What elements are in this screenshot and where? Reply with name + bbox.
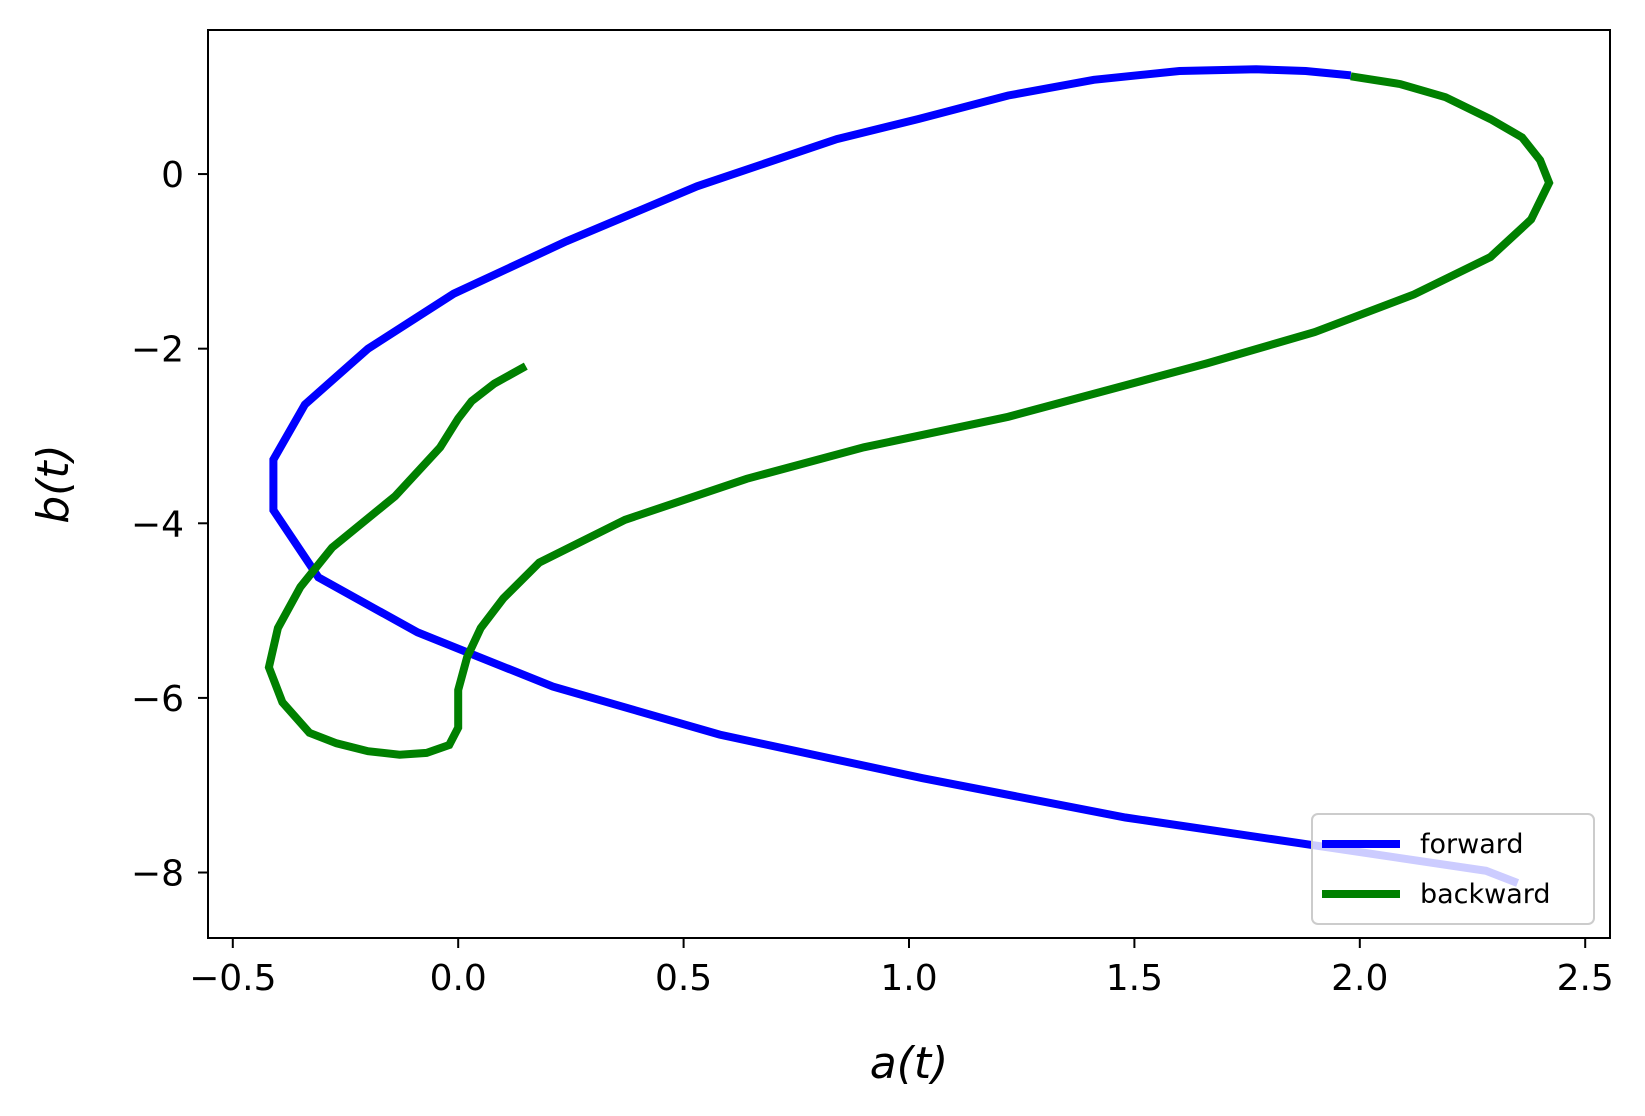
x-tick-label: 2.5 [1557, 958, 1614, 999]
x-tick-label: 0.0 [430, 958, 487, 999]
y-tick-label: −8 [131, 854, 184, 895]
legend: forward backward [1311, 813, 1595, 925]
y-tick-label: 0 [161, 155, 184, 196]
x-tick-label: 0.5 [655, 958, 712, 999]
y-tick-label: −4 [131, 504, 184, 545]
legend-label-forward: forward [1420, 829, 1524, 860]
y-tick-label: −2 [131, 330, 184, 371]
legend-label-backward: backward [1420, 879, 1551, 910]
x-tick-label: 2.0 [1331, 958, 1388, 999]
y-axis: −8 −6 −4 −2 0 [131, 155, 208, 895]
y-axis-label: b(t) [28, 444, 79, 524]
y-tick-label: −6 [131, 679, 184, 720]
x-axis: −0.5 0.0 0.5 1.0 1.5 2.0 2.5 [189, 938, 1614, 999]
series-layer [264, 65, 1554, 887]
x-tick-label: 1.5 [1106, 958, 1163, 999]
series-line-forward [269, 65, 1520, 887]
x-axis-label: a(t) [870, 1038, 949, 1089]
x-tick-label: −0.5 [189, 958, 276, 999]
x-tick-label: 1.0 [880, 958, 937, 999]
series-line-backward [264, 72, 1554, 759]
